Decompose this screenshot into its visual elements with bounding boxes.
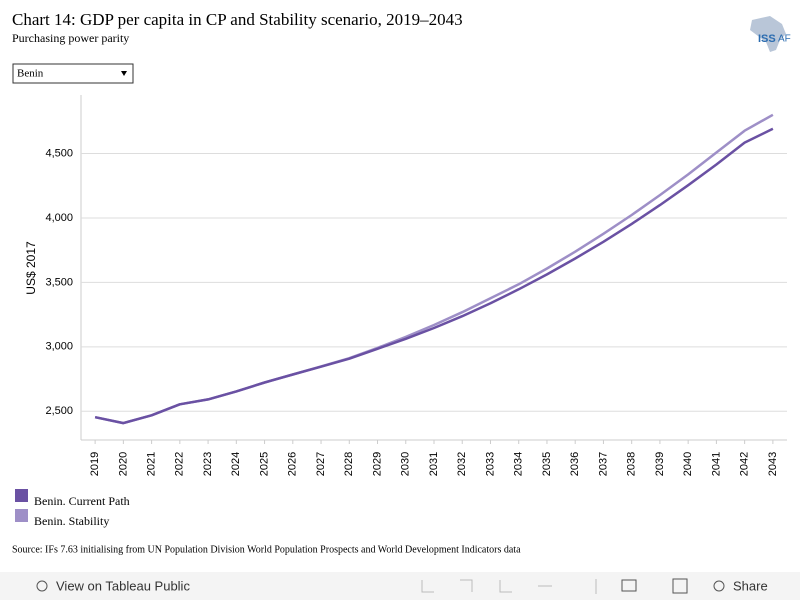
x-tick-label: 2033 <box>484 452 496 476</box>
share-icon[interactable] <box>713 580 725 592</box>
logo-text: AF <box>778 34 791 45</box>
logo-map <box>750 16 786 52</box>
series-line <box>94 127 774 425</box>
legend-label: Benin. Current Path <box>34 494 130 508</box>
x-tick-label: 2043 <box>767 452 779 476</box>
x-tick-label: 2040 <box>682 452 694 476</box>
undo-icon[interactable] <box>421 580 434 593</box>
x-tick-label: 2041 <box>710 452 722 476</box>
download-icon[interactable] <box>621 579 637 592</box>
fullscreen-icon[interactable] <box>672 578 688 594</box>
x-tick-label: 2025 <box>258 452 270 476</box>
x-tick-label: 2042 <box>739 452 751 476</box>
toolbar <box>0 572 800 600</box>
toolbar-icons <box>421 578 725 594</box>
x-tick-label: 2029 <box>371 452 383 476</box>
y-tick-label: 3,000 <box>45 341 73 353</box>
x-tick-label: 2039 <box>654 452 666 476</box>
x-tick-label: 2027 <box>315 452 327 476</box>
dropdown-value[interactable]: Benin <box>17 68 44 80</box>
share-button[interactable]: Share <box>733 578 768 593</box>
x-tick-label: 2028 <box>343 452 355 476</box>
filter-dropdown[interactable]: Benin <box>12 63 134 84</box>
source-note: Source: IFs 7.63 initialising from UN Po… <box>12 544 521 555</box>
x-tick-label: 2030 <box>400 452 412 476</box>
redo-icon[interactable] <box>460 579 473 592</box>
dropdown-arrow[interactable] <box>121 71 127 76</box>
revert-icon[interactable] <box>499 580 512 593</box>
x-tick-label: 2037 <box>597 452 609 476</box>
x-tick-label: 2036 <box>569 452 581 476</box>
x-tick-label: 2038 <box>626 452 638 476</box>
y-tick-label: 4,500 <box>45 147 73 159</box>
x-tick-label: 2024 <box>230 452 242 476</box>
chart-title: Chart 14: GDP per capita in CP and Stabi… <box>12 10 463 29</box>
chart-subtitle: Purchasing power parity <box>12 31 129 45</box>
y-tick-label: 3,500 <box>45 276 73 288</box>
y-tick-label: 2,500 <box>45 405 73 417</box>
x-tick-label: 2031 <box>428 452 440 476</box>
logo-text: ISS <box>758 33 776 45</box>
view-link[interactable]: View on Tableau Public <box>56 578 190 593</box>
legend-label: Benin. Stability <box>34 514 109 528</box>
y-tick-label: 4,000 <box>45 212 73 224</box>
y-axis-label: US$ 2017 <box>24 241 38 295</box>
x-tick-label: 2022 <box>174 452 186 476</box>
legend-swatch <box>15 489 28 502</box>
x-tick-label: 2034 <box>513 452 525 476</box>
x-tick-label: 2023 <box>202 452 214 476</box>
legend-swatch <box>15 509 28 522</box>
x-tick-label: 2019 <box>89 452 101 476</box>
x-tick-label: 2020 <box>117 452 129 476</box>
series-line <box>94 113 774 425</box>
view-button[interactable]: View on Tableau Public <box>36 578 190 593</box>
x-tick-label: 2021 <box>146 452 158 476</box>
tableau-icon[interactable] <box>36 580 48 592</box>
x-tick-label: 2032 <box>456 452 468 476</box>
x-tick-label: 2035 <box>541 452 553 476</box>
x-tick-label: 2026 <box>287 452 299 476</box>
logo: ISS AF <box>750 16 791 52</box>
dropdown-box[interactable] <box>12 63 134 84</box>
